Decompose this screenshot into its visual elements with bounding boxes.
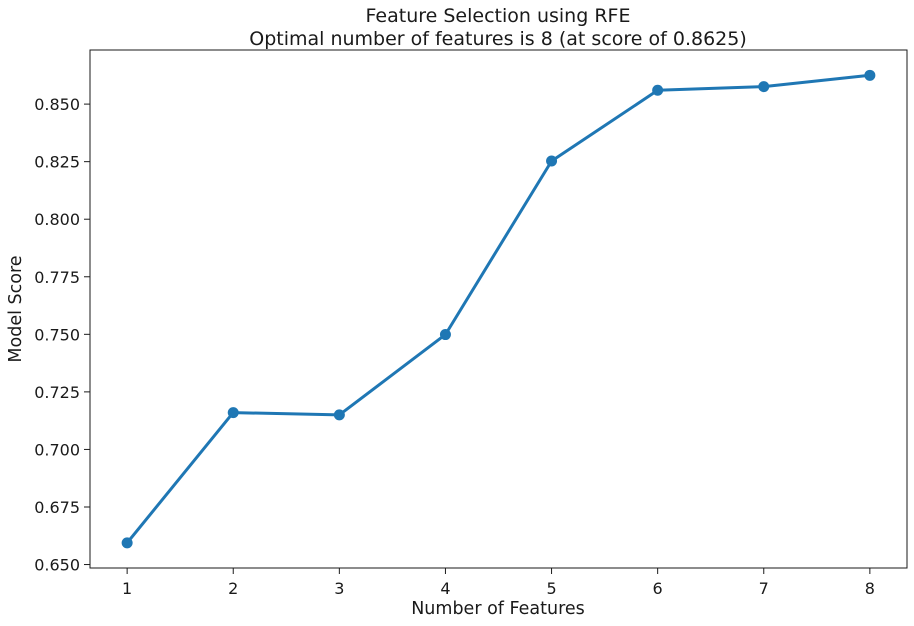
y-tick-label: 0.650 bbox=[34, 556, 80, 575]
plot-frame bbox=[89, 49, 908, 569]
data-point bbox=[227, 407, 239, 419]
data-point bbox=[439, 329, 451, 341]
y-axis-ticks: 0.650 0.675 0.700 0.725 0.750 0.775 0.800 0.825… bbox=[34, 95, 90, 575]
y-tick-label: 0.675 bbox=[34, 498, 80, 517]
chart-title: Feature Selection using RFE bbox=[366, 5, 631, 27]
data-point bbox=[652, 84, 664, 96]
y-axis-label: Model Score bbox=[6, 255, 26, 362]
x-axis-label: Number of Features bbox=[411, 599, 585, 619]
data-point bbox=[758, 81, 770, 93]
x-tick-label: 4 bbox=[440, 579, 450, 598]
series-line bbox=[125, 73, 872, 545]
x-tick-label: 6 bbox=[653, 579, 663, 598]
x-tick-label: 2 bbox=[228, 579, 238, 598]
x-tick-label: 1 bbox=[122, 579, 132, 598]
y-tick-label: 0.800 bbox=[34, 210, 80, 229]
data-point bbox=[333, 409, 345, 421]
x-tick-label: 3 bbox=[334, 579, 344, 598]
x-tick-label: 5 bbox=[546, 579, 556, 598]
series-layer bbox=[121, 69, 876, 549]
y-tick-label: 0.850 bbox=[34, 95, 80, 114]
y-tick-label: 0.700 bbox=[34, 440, 80, 459]
y-tick-label: 0.725 bbox=[34, 383, 80, 402]
data-point bbox=[121, 537, 133, 549]
data-point bbox=[864, 69, 876, 81]
chart-subtitle: Optimal number of features is 8 (at scor… bbox=[249, 28, 747, 50]
y-tick-label: 0.775 bbox=[34, 268, 80, 287]
x-tick-label: 8 bbox=[865, 579, 875, 598]
y-tick-label: 0.825 bbox=[34, 153, 80, 172]
x-axis-ticks: 1 2 3 4 5 6 7 8 bbox=[122, 568, 875, 598]
x-tick-label: 7 bbox=[759, 579, 769, 598]
y-tick-label: 0.750 bbox=[34, 325, 80, 344]
data-point bbox=[546, 155, 558, 167]
